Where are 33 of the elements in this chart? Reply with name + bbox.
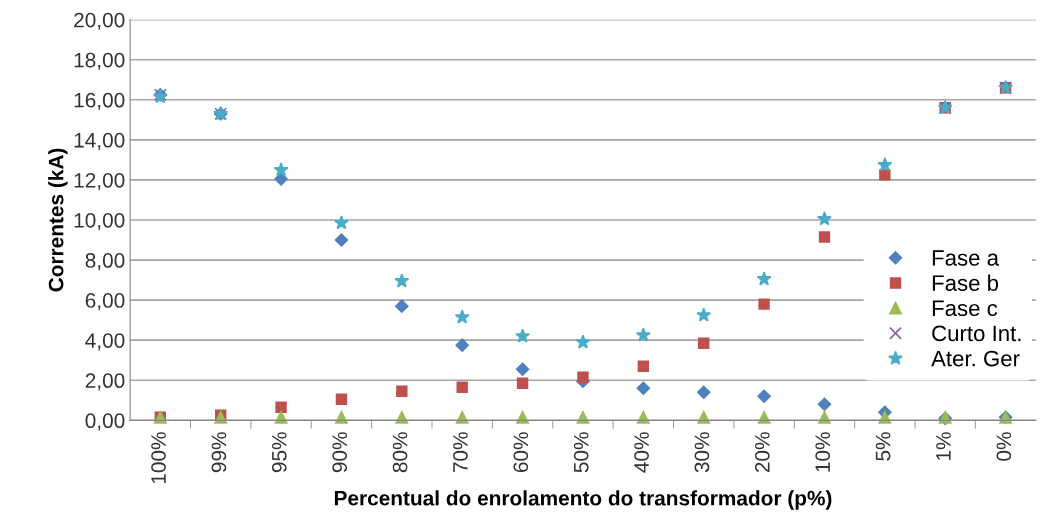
x-tick-label: 0% <box>996 432 1012 461</box>
y-tick-label: 18,00 <box>74 52 125 70</box>
x-tick-label: 40% <box>634 432 649 473</box>
x-tick-label: 80% <box>392 432 408 473</box>
legend-label: Fase a <box>932 250 1000 266</box>
legend-label: Fase c <box>932 300 998 317</box>
x-tick-label: 30% <box>694 432 710 473</box>
y-tick-label: 16,00 <box>74 92 125 110</box>
legend-label: Ater. Ger <box>931 350 1020 367</box>
x-tick-label: 60% <box>513 432 529 473</box>
x-tick-label: 50% <box>573 432 589 473</box>
y-tick-label: 20,00 <box>74 12 125 30</box>
y-tick-label: 6,00 <box>85 293 125 311</box>
legend-label: Fase b <box>932 274 999 291</box>
y-axis-title: Correntes (kA) <box>48 148 68 292</box>
x-tick-label: 99% <box>211 432 227 473</box>
x-tick-label: 70% <box>453 432 468 473</box>
y-tick-label: 0,00 <box>85 413 125 431</box>
x-tick-label: 20% <box>754 432 770 473</box>
x-axis-title: Percentual do enrolamento do transformador (p%) <box>334 490 832 510</box>
y-tick-label: 2,00 <box>85 373 125 391</box>
x-tick-label: 100% <box>151 432 166 484</box>
y-tick-label: 8,00 <box>85 253 125 271</box>
x-tick-label: 1% <box>936 432 951 460</box>
x-tick-label: 10% <box>815 432 831 472</box>
x-tick-label: 5% <box>875 432 891 461</box>
y-tick-label: 14,00 <box>74 132 125 151</box>
x-tick-label: 90% <box>332 432 348 473</box>
y-tick-label: 4,00 <box>85 333 125 351</box>
legend-label: Curto Int. <box>932 325 1021 342</box>
y-tick-label: 12,00 <box>74 172 125 191</box>
y-tick-label: 10,00 <box>74 212 125 231</box>
x-tick-label: 95% <box>271 432 287 473</box>
